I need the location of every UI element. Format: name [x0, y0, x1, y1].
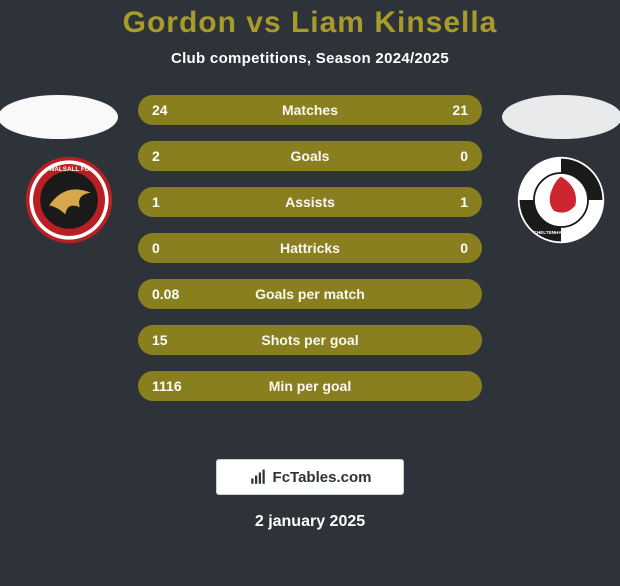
stat-left-value: 0: [152, 240, 196, 256]
stat-row-assists: 1 Assists 1: [138, 187, 482, 217]
club-crest-right: CHELTENHAM TOWN FC: [516, 155, 606, 245]
stat-left-value: 2: [152, 148, 196, 164]
stat-right-value: 0: [424, 240, 468, 256]
chart-icon: [249, 468, 267, 486]
stat-row-shots-per-goal: 15 Shots per goal: [138, 325, 482, 355]
svg-text:CHELTENHAM TOWN FC: CHELTENHAM TOWN FC: [533, 230, 589, 235]
stat-label: Goals per match: [255, 286, 365, 302]
stat-left-value: 1: [152, 194, 196, 210]
stat-row-hattricks: 0 Hattricks 0: [138, 233, 482, 263]
stat-left-value: 24: [152, 102, 196, 118]
stat-right-value: 0: [424, 148, 468, 164]
subtitle: Club competitions, Season 2024/2025: [0, 50, 620, 67]
stat-label: Min per goal: [269, 378, 351, 394]
player-photo-left: [0, 95, 118, 139]
stat-left-value: 15: [152, 332, 196, 348]
stat-row-matches: 24 Matches 21: [138, 95, 482, 125]
page-title: Gordon vs Liam Kinsella: [0, 6, 620, 40]
stat-right-value: 1: [424, 194, 468, 210]
stat-row-goals-per-match: 0.08 Goals per match: [138, 279, 482, 309]
comparison-area: WALSALL FC CHELTENHAM TOWN FC 24 Matches…: [0, 95, 620, 435]
stat-rows: 24 Matches 21 2 Goals 0 1 Assists 1 0 Ha…: [138, 95, 482, 417]
stat-left-value: 0.08: [152, 286, 196, 302]
stat-row-goals: 2 Goals 0: [138, 141, 482, 171]
player-photo-right: [502, 95, 620, 139]
brand-text: FcTables.com: [273, 469, 372, 486]
brand-badge: FcTables.com: [216, 459, 404, 495]
svg-text:WALSALL FC: WALSALL FC: [49, 166, 90, 173]
stat-label: Hattricks: [280, 240, 340, 256]
stat-label: Assists: [285, 194, 335, 210]
stat-row-min-per-goal: 1116 Min per goal: [138, 371, 482, 401]
infographic-date: 2 january 2025: [0, 513, 620, 531]
stat-label: Matches: [282, 102, 338, 118]
club-crest-left: WALSALL FC: [24, 155, 114, 245]
stat-right-value: 21: [424, 102, 468, 118]
stat-label: Goals: [291, 148, 330, 164]
stat-label: Shots per goal: [261, 332, 358, 348]
stat-left-value: 1116: [152, 378, 196, 394]
